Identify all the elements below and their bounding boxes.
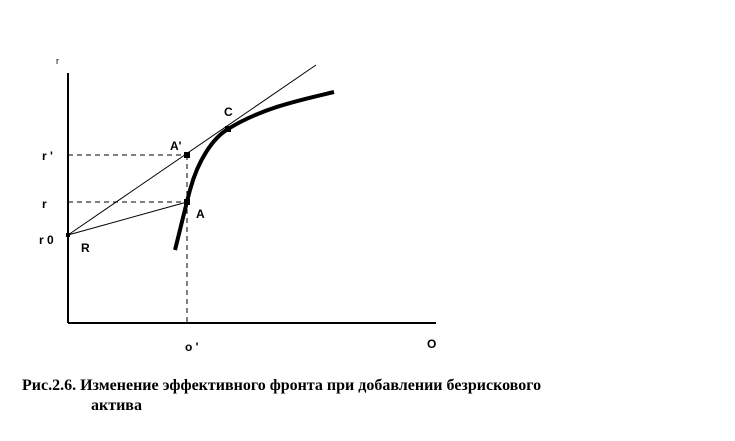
caption-line-2: актива	[91, 397, 142, 414]
point-label-a-prime: A'	[170, 139, 182, 153]
tick-label-r: r	[42, 197, 47, 211]
point-label-a: A	[196, 207, 205, 221]
x-axis-label: O	[427, 337, 436, 351]
tick-label-o-prime: o '	[185, 340, 199, 354]
figure-caption: Рис.2.6. Изменение эффективного фронта п…	[22, 376, 712, 416]
point-label-c: C	[224, 105, 233, 119]
point-marker-a-prime	[184, 152, 190, 158]
point-label-r: R	[81, 241, 90, 255]
line-r0-a	[67, 201, 188, 236]
y-axis-label: r	[56, 56, 59, 66]
point-marker-c	[225, 126, 231, 132]
point-marker-a	[184, 199, 190, 205]
caption-line-1: Рис.2.6. Изменение эффективного фронта п…	[22, 377, 542, 394]
efficient-frontier-curve	[173, 90, 335, 251]
tick-label-r-prime: r '	[42, 149, 53, 163]
point-marker-r0	[66, 233, 70, 237]
tick-label-r0: r 0	[39, 233, 54, 247]
tangent-line-r0-c	[67, 64, 317, 236]
